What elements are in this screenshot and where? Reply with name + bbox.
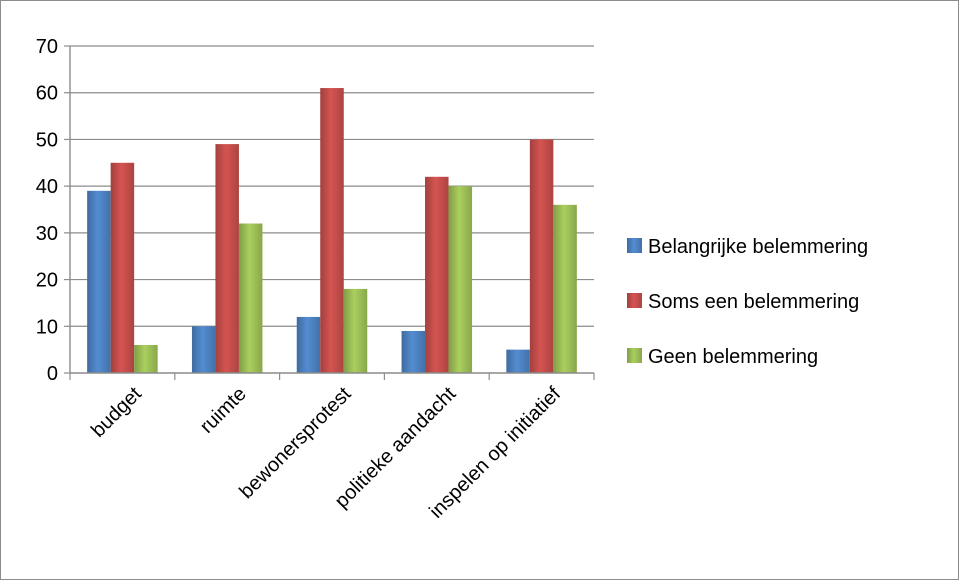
bar-belangrijke-belemmering-ruimte	[191, 326, 216, 373]
legend: Belangrijke belemmering Soms een belemmer…	[627, 236, 868, 368]
legend-label-belangrijke-belemmering: Belangrijke belemmering	[648, 236, 868, 258]
legend-swatch-belangrijke-belemmering	[627, 238, 642, 253]
y-tick-label: 60	[36, 83, 58, 105]
bar-soms-een-belemmering-politieke-aandacht	[425, 176, 449, 373]
bar-soms-een-belemmering-ruimte	[215, 144, 239, 373]
y-tick-label: 70	[36, 36, 58, 58]
legend-swatch-soms-een-belemmering	[627, 293, 642, 308]
y-tick-label: 40	[36, 176, 58, 198]
y-tick-label: 10	[36, 316, 58, 338]
legend-label-soms-een-belemmering: Soms een belemmering	[648, 291, 859, 313]
x-tick-label-budget: budget	[87, 383, 146, 442]
y-tick-label: 50	[36, 129, 58, 151]
bar-belangrijke-belemmering-budget	[87, 190, 111, 373]
y-tick-label: 20	[36, 270, 58, 292]
y-tick-labels: 0 10 20 30 40 50 60 70	[36, 36, 58, 385]
bar-soms-een-belemmering-inspelen-op-initiatief	[529, 139, 554, 373]
bar-soms-een-belemmering-budget	[110, 162, 135, 373]
y-tick-label: 0	[47, 363, 58, 385]
legend-swatch-geen-belemmering	[627, 348, 642, 363]
bar-geen-belemmering-budget	[134, 344, 158, 373]
legend-label-geen-belemmering: Geen belemmering	[648, 346, 818, 368]
bar-geen-belemmering-politieke-aandacht	[448, 186, 473, 373]
bar-geen-belemmering-inspelen-op-initiatief	[553, 204, 577, 373]
bar-soms-een-belemmering-bewonersprotest	[320, 88, 344, 374]
x-tick-label-ruimte: ruimte	[196, 383, 251, 438]
bar-geen-belemmering-bewonersprotest	[343, 288, 368, 373]
y-tick-label: 30	[36, 223, 58, 245]
bar-belangrijke-belemmering-bewonersprotest	[296, 316, 321, 373]
axes	[64, 45, 595, 380]
bar-belangrijke-belemmering-politieke-aandacht	[401, 330, 426, 373]
bar-geen-belemmering-ruimte	[238, 223, 263, 373]
x-tick-label-bewonersprotest: bewonersprotest	[235, 383, 355, 503]
bars	[87, 88, 577, 374]
bar-belangrijke-belemmering-inspelen-op-initiatief	[506, 349, 530, 373]
